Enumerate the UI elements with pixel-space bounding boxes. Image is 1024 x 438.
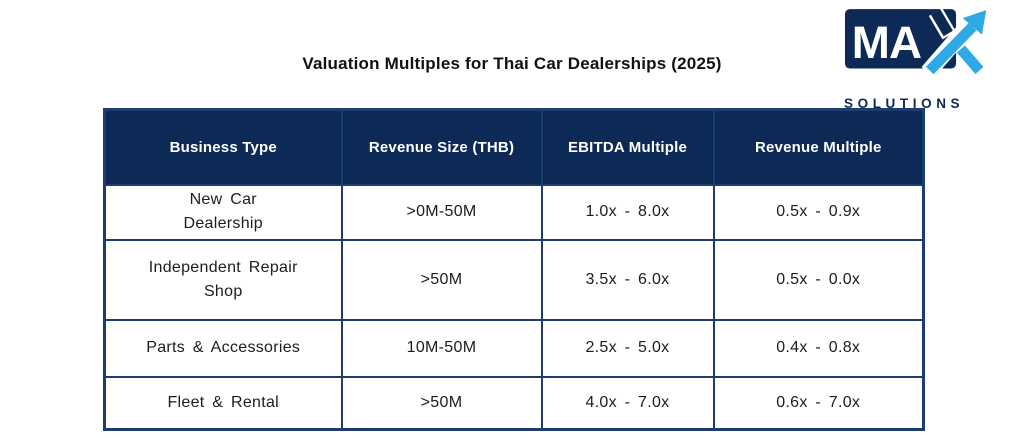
cell-business-type: Parts & Accessories: [103, 318, 343, 378]
col-header-revenue-multiple: Revenue Multiple: [712, 108, 925, 186]
table-row: New Car Dealership >0M-50M 1.0x - 8.0x 0…: [103, 183, 925, 241]
cell-revenue-size: >50M: [340, 375, 543, 431]
cell-ebitda-multiple: 4.0x - 7.0x: [540, 375, 715, 431]
cell-revenue-size: 10M-50M: [340, 318, 543, 378]
col-header-business-type: Business Type: [103, 108, 343, 186]
table-row: Fleet & Rental >50M 4.0x - 7.0x 0.6x - 7…: [103, 375, 925, 431]
table-row: Parts & Accessories 10M-50M 2.5x - 5.0x …: [103, 318, 925, 378]
logo-x-arrow-icon: [921, 8, 987, 78]
cell-revenue-size: >0M-50M: [340, 183, 543, 241]
cell-business-type: New Car Dealership: [103, 183, 343, 241]
cell-business-type: Fleet & Rental: [103, 375, 343, 431]
logo-subtitle: SOLUTIONS: [844, 96, 965, 111]
table-row: Independent Repair Shop >50M 3.5x - 6.0x…: [103, 238, 925, 321]
cell-revenue-multiple: 0.4x - 0.8x: [712, 318, 925, 378]
page-title: Valuation Multiples for Thai Car Dealers…: [302, 54, 722, 73]
cell-revenue-size: >50M: [340, 238, 543, 321]
cell-revenue-multiple: 0.5x - 0.9x: [712, 183, 925, 241]
cell-revenue-multiple: 0.6x - 7.0x: [712, 375, 925, 431]
max-logo-icon: MA: [844, 8, 987, 78]
col-header-revenue-size: Revenue Size (THB): [340, 108, 543, 186]
cell-business-type: Independent Repair Shop: [103, 238, 343, 321]
col-header-ebitda-multiple: EBITDA Multiple: [540, 108, 715, 186]
cell-ebitda-multiple: 2.5x - 5.0x: [540, 318, 715, 378]
max-solutions-logo: MA SOLUTIONS: [844, 8, 996, 111]
cell-ebitda-multiple: 3.5x - 6.0x: [540, 238, 715, 321]
svg-text:MA: MA: [852, 17, 921, 68]
cell-revenue-multiple: 0.5x - 0.0x: [712, 238, 925, 321]
table-header-row: Business Type Revenue Size (THB) EBITDA …: [103, 108, 925, 186]
valuation-table: Business Type Revenue Size (THB) EBITDA …: [103, 108, 925, 431]
cell-ebitda-multiple: 1.0x - 8.0x: [540, 183, 715, 241]
